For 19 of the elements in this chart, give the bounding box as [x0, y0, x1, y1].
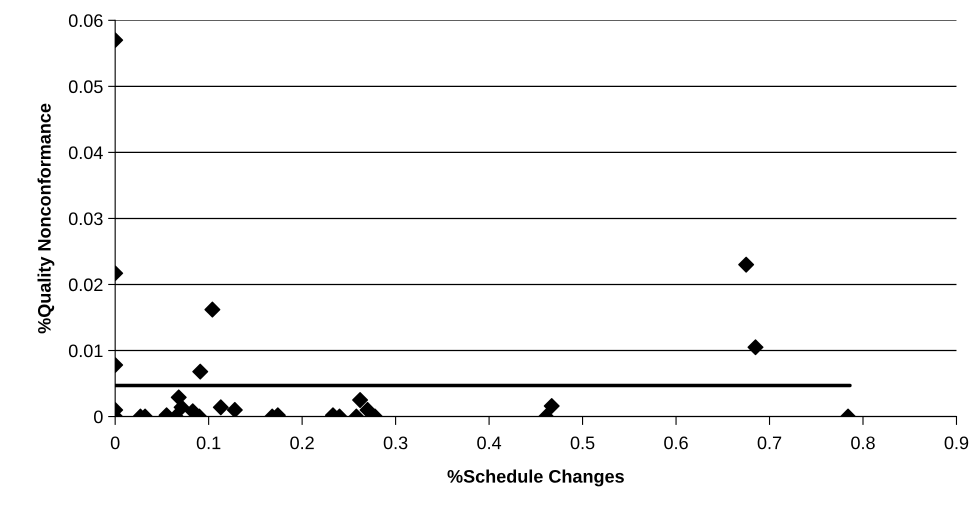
y-tick-label: 0.03 — [68, 212, 103, 226]
x-tick-label: 0.4 — [477, 436, 502, 450]
x-tick-label: 0.9 — [944, 436, 968, 450]
y-tick-label: 0.01 — [68, 344, 102, 358]
x-tick-label: 0.8 — [851, 436, 875, 450]
y-axis-title: %Quality Nonconformance — [38, 104, 54, 334]
x-tick-label: 0.2 — [290, 436, 314, 450]
y-tick-label: 0 — [94, 410, 103, 424]
y-tick-label: 0.02 — [68, 278, 102, 292]
x-tick-label: 0.7 — [758, 436, 782, 450]
x-tick-label: 0.5 — [570, 436, 594, 450]
x-tick-label: 0.6 — [664, 436, 688, 450]
x-axis-title: %Schedule Changes — [447, 470, 624, 486]
x-tick-label: 0 — [110, 436, 120, 450]
x-tick-label: 0.3 — [384, 436, 408, 450]
y-tick-label: 0.04 — [68, 146, 103, 160]
y-tick-label: 0.06 — [68, 14, 103, 28]
x-tick-label: 0.1 — [196, 436, 220, 450]
y-tick-label: 0.05 — [68, 80, 103, 94]
